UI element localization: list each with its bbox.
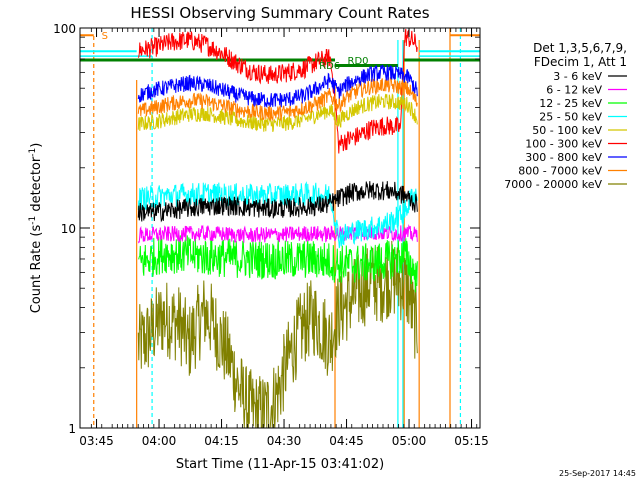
- series-line: [137, 64, 418, 109]
- axes: 03:45 04:00 04:15 04:30 04:45 05:00 05:15 1 10 10…: [53, 22, 489, 448]
- legend-label: 12 - 25 keV: [539, 97, 602, 110]
- series-line: [138, 235, 418, 293]
- series-line: [137, 181, 418, 223]
- series-line: [137, 181, 418, 249]
- x-tick-label: 04:00: [142, 434, 177, 448]
- y-axis-label: Count Rate (s-1 detector-1): [28, 143, 44, 314]
- x-tick-label: 05:15: [454, 434, 489, 448]
- chart-title: HESSI Observing Summary Count Rates: [130, 4, 429, 22]
- series-line: [137, 240, 418, 429]
- legend-label: 300 - 800 keV: [525, 151, 602, 164]
- plot-frame: [79, 27, 481, 429]
- plot-area: S RD0 RD6: [80, 28, 480, 429]
- legend-label: 7000 - 20000 keV: [504, 178, 602, 191]
- annotation-label: RD0: [348, 56, 369, 67]
- annotation-label: RD6: [319, 61, 340, 72]
- legend-label: 6 - 12 keV: [546, 84, 602, 97]
- legend-label: 3 - 6 keV: [553, 70, 602, 83]
- legend-title-2: FDecim 1, Att 1: [534, 55, 627, 69]
- y-tick-label: 10: [61, 222, 76, 236]
- legend-label: 50 - 100 keV: [532, 124, 602, 137]
- y-tick-label: 1: [68, 422, 76, 436]
- x-tick-label: 04:45: [329, 434, 364, 448]
- legend-label: 25 - 50 keV: [539, 111, 602, 124]
- x-tick-label: 04:30: [267, 434, 302, 448]
- x-tick-label: 05:00: [392, 434, 427, 448]
- y-tick-label: 100: [53, 22, 76, 36]
- series-line: [137, 93, 418, 133]
- x-tick-label: 04:15: [204, 434, 239, 448]
- x-axis-label: Start Time (11-Apr-15 03:41:02): [176, 457, 384, 472]
- series-line: [137, 76, 418, 121]
- legend-title-1: Det 1,3,5,6,7,9,: [533, 41, 627, 55]
- legend-label: 800 - 7000 keV: [518, 165, 602, 178]
- footer-timestamp: 25-Sep-2017 14:45: [559, 469, 636, 478]
- legend-label: 100 - 300 keV: [525, 138, 602, 151]
- annotation-label: S: [102, 31, 108, 42]
- x-tick-label: 03:45: [79, 434, 114, 448]
- series-line: [137, 28, 418, 154]
